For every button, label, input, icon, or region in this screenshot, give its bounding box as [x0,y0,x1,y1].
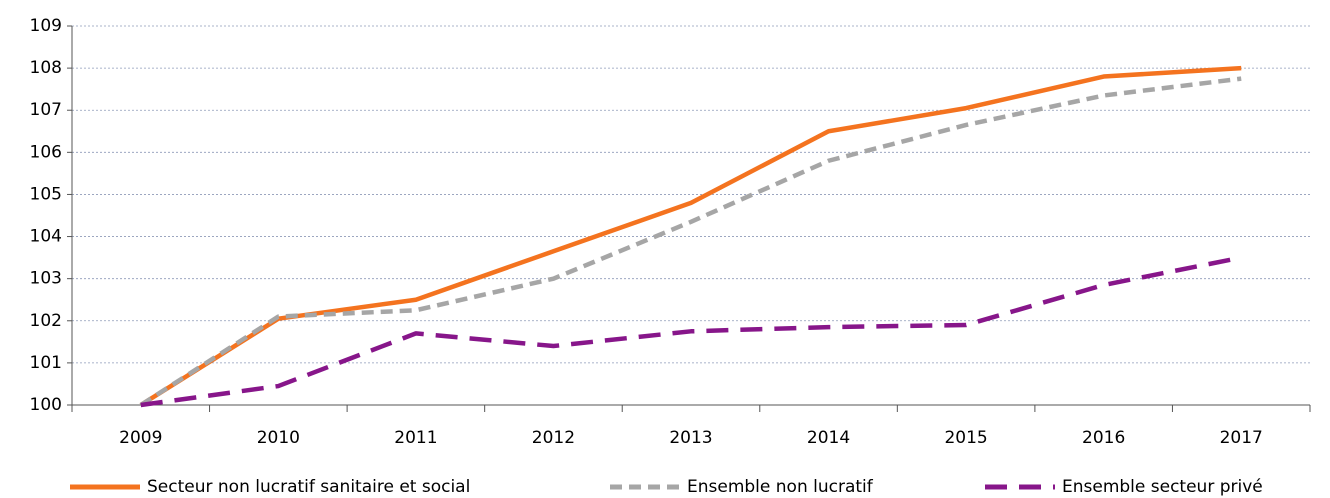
x-tick-label: 2009 [119,428,162,448]
series-line [139,76,1242,407]
legend-label: Ensemble non lucratif [687,477,874,497]
y-tick-label: 108 [30,58,62,78]
y-tick-label: 105 [30,184,62,204]
x-tick-label: 2016 [1082,428,1125,448]
y-tick-label: 109 [30,16,62,36]
x-tick-label: 2014 [807,428,850,448]
y-tick-label: 106 [30,142,62,162]
legend-label: Secteur non lucratif sanitaire et social [147,477,470,497]
y-tick-label: 100 [30,395,62,415]
y-tick-label: 102 [30,311,62,331]
y-tick-label: 101 [30,353,62,373]
series-line [140,255,1242,408]
y-tick-label: 103 [30,269,62,289]
y-tick-label: 104 [30,227,62,247]
legend-label: Ensemble secteur privé [1062,477,1263,497]
y-tick-label: 107 [30,100,62,120]
x-tick-label: 2013 [669,428,712,448]
x-tick-label: 2017 [1220,428,1263,448]
x-tick-label: 2011 [394,428,437,448]
x-tick-label: 2015 [944,428,987,448]
x-tick-label: 2010 [257,428,300,448]
x-tick-label: 2012 [532,428,575,448]
